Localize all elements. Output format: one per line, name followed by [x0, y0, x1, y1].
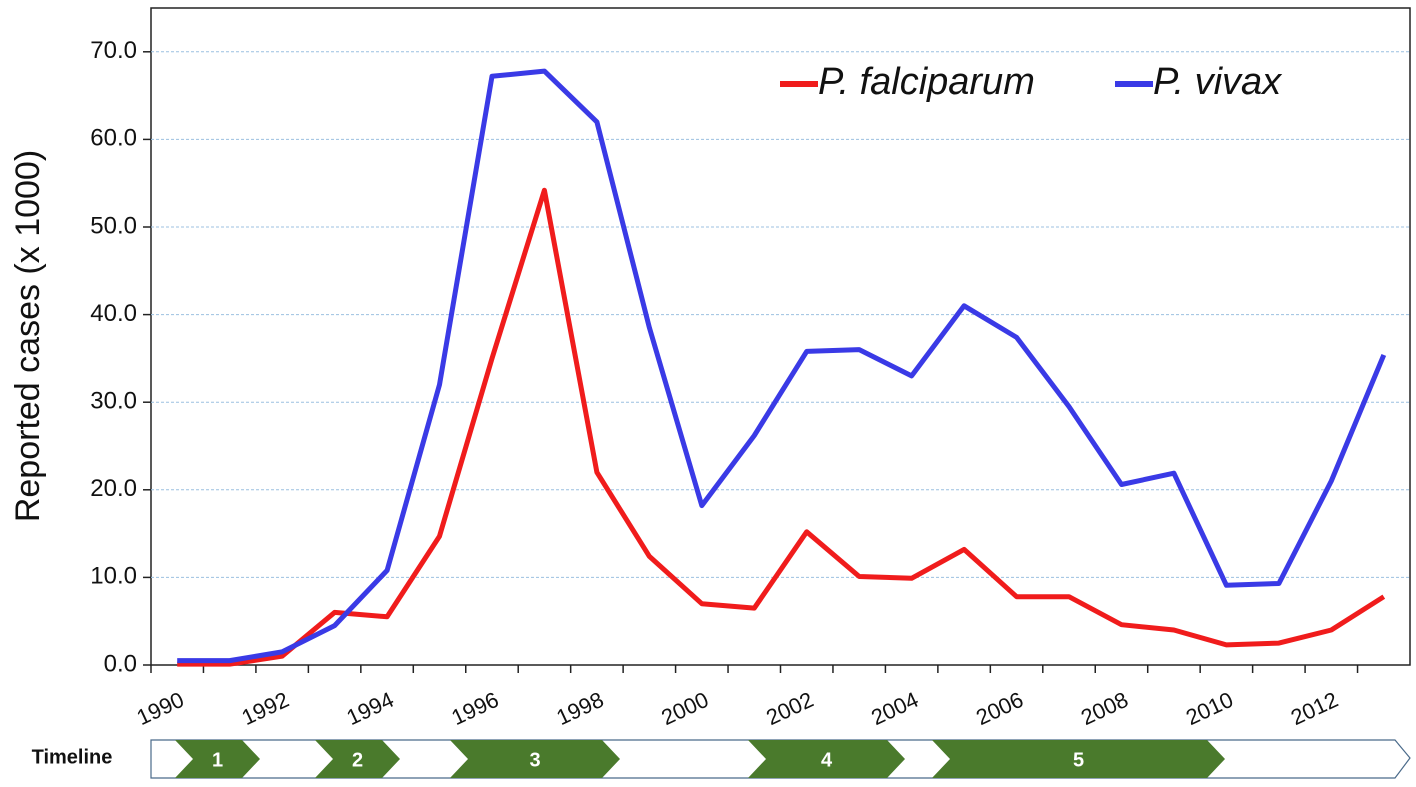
- x-tick-label: 2012: [1287, 687, 1342, 730]
- phase-chevron: [450, 740, 620, 778]
- x-tick-label: 2010: [1182, 687, 1237, 730]
- y-axis-label: Reported cases (x 1000): [9, 150, 47, 522]
- legend-label: P. vivax: [1153, 61, 1283, 103]
- series-line: [177, 187, 1386, 667]
- x-tick-label: 1990: [133, 687, 188, 730]
- x-tick-label: 2000: [657, 687, 712, 730]
- x-tick-label: 2002: [762, 687, 817, 730]
- phase-label: 2: [352, 749, 363, 771]
- y-tick-label: 20.0: [90, 475, 137, 502]
- phase-chevron: [315, 740, 400, 778]
- phase-chevron: [748, 740, 905, 778]
- x-tick-label: 1996: [448, 687, 503, 730]
- y-tick-label: 70.0: [90, 37, 137, 64]
- legend-label: P. falciparum: [818, 61, 1035, 103]
- y-tick-label: 30.0: [90, 388, 137, 415]
- y-tick-label: 0.0: [104, 650, 137, 677]
- x-tick-label: 1994: [343, 687, 398, 730]
- phase-label: 1: [212, 749, 223, 771]
- x-tick-label: 2006: [972, 687, 1027, 730]
- timeline-label: Timeline: [32, 746, 113, 768]
- y-tick-label: 10.0: [90, 563, 137, 590]
- phase-label: 4: [821, 749, 833, 771]
- y-tick-label: 60.0: [90, 125, 137, 152]
- y-tick-label: 50.0: [90, 212, 137, 239]
- phase-label: 3: [529, 749, 540, 771]
- series-line: [177, 68, 1387, 664]
- timeline-phases: 1 2 3 4 5: [175, 740, 1225, 778]
- phase-chevron: [932, 740, 1225, 778]
- x-tick-label: 1992: [238, 687, 293, 730]
- phase-chevron: [175, 740, 260, 778]
- x-tick-label: 2008: [1077, 687, 1132, 730]
- phase-label: 5: [1073, 749, 1084, 771]
- x-tick-label: 2004: [867, 687, 922, 730]
- y-tick-label: 40.0: [90, 300, 137, 327]
- x-tick-label: 1998: [552, 687, 607, 730]
